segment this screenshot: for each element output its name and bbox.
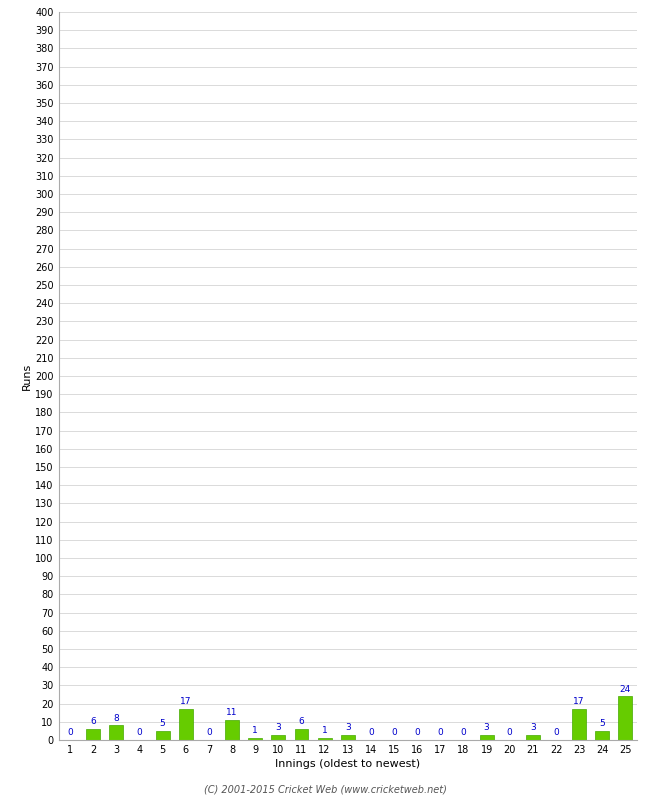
Text: 8: 8 xyxy=(114,714,119,722)
Text: 17: 17 xyxy=(180,698,192,706)
Bar xyxy=(318,738,332,740)
Text: 6: 6 xyxy=(90,718,96,726)
Bar xyxy=(572,709,586,740)
Text: 5: 5 xyxy=(599,719,605,728)
Text: 0: 0 xyxy=(553,728,559,738)
Bar xyxy=(248,738,262,740)
Text: 6: 6 xyxy=(298,718,304,726)
Text: 0: 0 xyxy=(507,728,513,738)
Text: 3: 3 xyxy=(484,723,489,732)
Y-axis label: Runs: Runs xyxy=(22,362,32,390)
Bar xyxy=(109,726,124,740)
Bar xyxy=(179,709,192,740)
Bar xyxy=(225,720,239,740)
Text: 11: 11 xyxy=(226,708,238,718)
Bar xyxy=(86,729,100,740)
Bar xyxy=(480,734,493,740)
Text: (C) 2001-2015 Cricket Web (www.cricketweb.net): (C) 2001-2015 Cricket Web (www.cricketwe… xyxy=(203,784,447,794)
Bar xyxy=(294,729,308,740)
Text: 0: 0 xyxy=(437,728,443,738)
Bar xyxy=(595,731,609,740)
Bar xyxy=(272,734,285,740)
Bar xyxy=(619,696,632,740)
Text: 0: 0 xyxy=(391,728,397,738)
X-axis label: Innings (oldest to newest): Innings (oldest to newest) xyxy=(275,759,421,769)
Bar xyxy=(341,734,355,740)
Text: 1: 1 xyxy=(322,726,328,735)
Text: 0: 0 xyxy=(414,728,420,738)
Text: 0: 0 xyxy=(206,728,212,738)
Text: 0: 0 xyxy=(136,728,142,738)
Text: 0: 0 xyxy=(67,728,73,738)
Text: 3: 3 xyxy=(345,723,350,732)
Bar xyxy=(526,734,540,740)
Text: 5: 5 xyxy=(160,719,166,728)
Text: 1: 1 xyxy=(252,726,258,735)
Bar xyxy=(156,731,170,740)
Text: 0: 0 xyxy=(461,728,466,738)
Text: 0: 0 xyxy=(368,728,374,738)
Text: 17: 17 xyxy=(573,698,585,706)
Text: 3: 3 xyxy=(276,723,281,732)
Text: 3: 3 xyxy=(530,723,536,732)
Text: 24: 24 xyxy=(620,685,631,694)
